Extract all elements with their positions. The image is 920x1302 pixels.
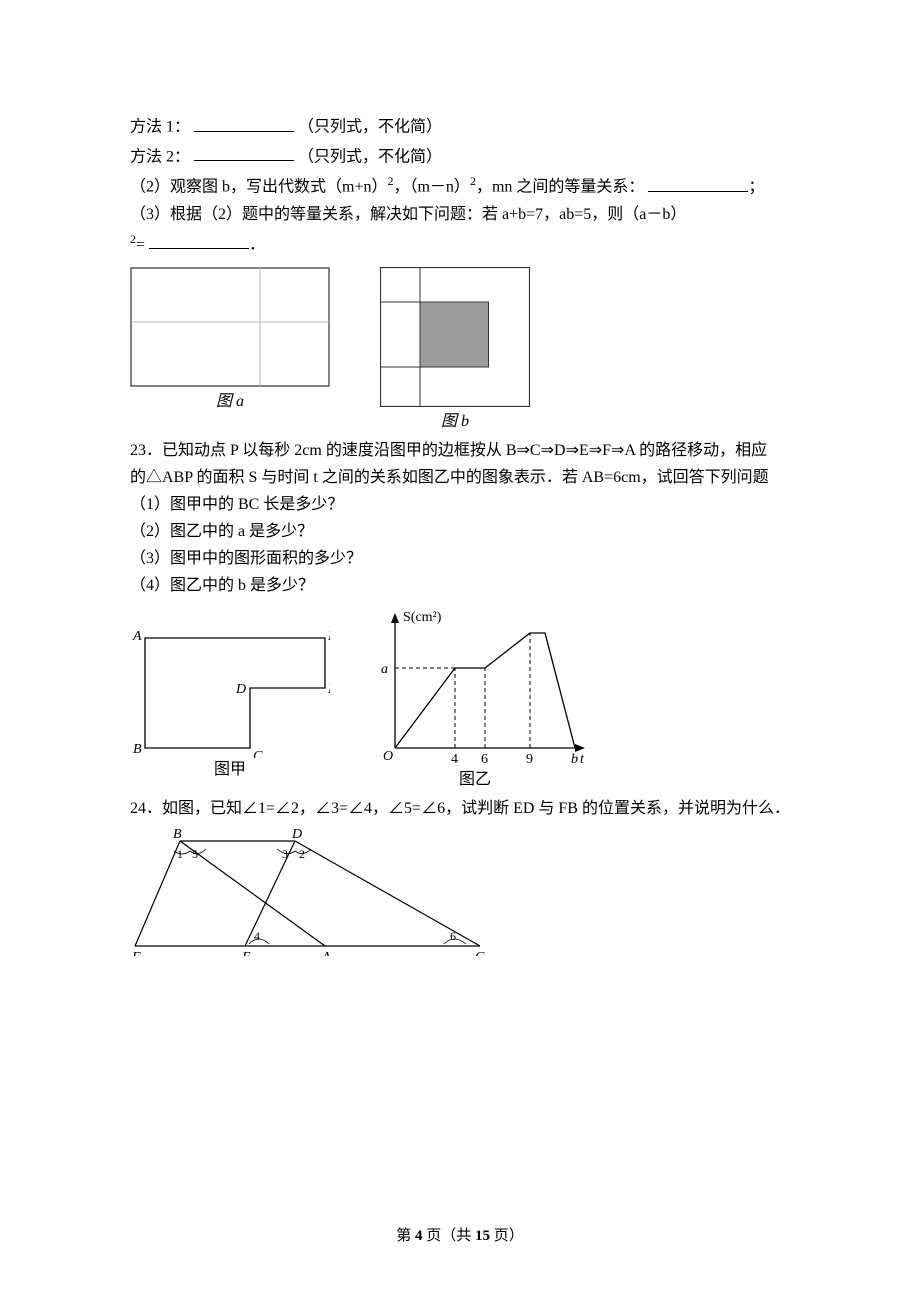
q22-part3-text: （3）根据（2）题中的等量关系，解决如下问题：若 a+b=7，ab=5，则（a－… <box>130 206 686 223</box>
fig-a-col: 图 a <box>130 267 330 434</box>
fig-a-svg <box>130 267 330 387</box>
q22-part2-a: （2）观察图 b，写出代数式（m+n） <box>130 179 387 196</box>
svg-text:D: D <box>235 682 246 697</box>
q22-method1-label: 方法 1： <box>130 119 190 136</box>
svg-text:B: B <box>173 827 182 842</box>
q22-part2-blank <box>648 173 748 192</box>
q22-method2-tail: （只列式，不化简） <box>298 148 442 165</box>
q22-part2-b: ，（m－n） <box>393 179 469 196</box>
svg-text:4: 4 <box>451 752 458 767</box>
q23-p1: （1）图甲中的 BC 长是多少？ <box>130 493 790 517</box>
svg-text:A: A <box>321 950 331 956</box>
fig-q24-svg: FEACBD153246 <box>130 826 490 956</box>
svg-text:b: b <box>571 752 578 767</box>
q22-part3-eq: = <box>136 236 145 253</box>
svg-text:A: A <box>132 629 142 644</box>
q23-p4: （4）图乙中的 b 是多少？ <box>130 574 790 598</box>
fig-jia-col: A F E D C B 图甲 <box>130 608 330 792</box>
q22-part2-c: ，mn 之间的等量关系： <box>476 179 644 196</box>
q22-part3-l2: 2= ． <box>130 230 790 257</box>
svg-text:3: 3 <box>282 847 288 861</box>
svg-text:6: 6 <box>450 929 456 943</box>
fig-b-svg <box>380 267 530 407</box>
q22-method1-tail: （只列式，不化简） <box>298 119 442 136</box>
q22-method2-label: 方法 2： <box>130 148 190 165</box>
footer-total: 15 <box>475 1228 490 1244</box>
q24-figure: FEACBD153246 <box>130 826 790 956</box>
q22-part3-tail: ． <box>249 236 265 253</box>
footer-mid: 页（共 <box>422 1228 475 1244</box>
fig-jia-svg: A F E D C B <box>130 608 330 758</box>
svg-text:S(cm²): S(cm²) <box>403 610 442 625</box>
svg-text:a: a <box>381 662 388 677</box>
q23-stem1: 23．已知动点 P 以每秒 2cm 的速度沿图甲的边框按从 B⇒C⇒D⇒E⇒F⇒… <box>130 439 790 463</box>
q22-method2-blank <box>194 143 294 162</box>
q22-part3-l1: （3）根据（2）题中的等量关系，解决如下问题：若 a+b=7，ab=5，则（a－… <box>130 203 790 227</box>
svg-text:9: 9 <box>526 752 533 767</box>
svg-text:E: E <box>327 682 330 697</box>
page-footer: 第 4 页（共 15 页） <box>0 1225 920 1248</box>
fig-yi-caption: 图乙 <box>459 768 491 792</box>
fig-yi-col: S(cm²) t Oa 4 6 9 b 图乙 <box>360 608 590 792</box>
q22-method1-blank <box>194 113 294 132</box>
fig-yi-svg: S(cm²) t Oa 4 6 9 b <box>360 608 590 768</box>
fig-b-col: 图 b <box>380 267 530 434</box>
q23-p3: （3）图甲中的图形面积的多少？ <box>130 547 790 571</box>
fig-jia-caption: 图甲 <box>214 758 246 782</box>
fig-b-caption: 图 b <box>441 410 469 434</box>
q23-p2: （2）图乙中的 a 是多少？ <box>130 520 790 544</box>
svg-text:F: F <box>131 950 141 956</box>
q22-figures: 图 a 图 b <box>130 267 790 434</box>
q22-method1: 方法 1： （只列式，不化简） <box>130 113 790 140</box>
footer-suffix: 页） <box>490 1228 524 1244</box>
svg-text:6: 6 <box>481 752 488 767</box>
svg-text:E: E <box>241 950 251 956</box>
q22-part2-end: ； <box>748 179 764 196</box>
q23-figures: A F E D C B 图甲 S(cm²) t Oa 4 6 9 b 图乙 <box>130 608 790 792</box>
svg-text:C: C <box>253 749 263 758</box>
q22-part2: （2）观察图 b，写出代数式（m+n）2，（m－n）2，mn 之间的等量关系： … <box>130 172 790 199</box>
svg-text:F: F <box>327 629 330 644</box>
footer-prefix: 第 <box>396 1228 415 1244</box>
fig-a-caption: 图 a <box>216 390 244 414</box>
q24-stem: 24．如图，已知∠1=∠2，∠3=∠4，∠5=∠6，试判断 ED 与 FB 的位… <box>130 797 790 821</box>
svg-text:O: O <box>383 749 393 764</box>
q22-method2: 方法 2： （只列式，不化简） <box>130 143 790 170</box>
svg-text:4: 4 <box>254 929 260 943</box>
svg-text:2: 2 <box>299 847 305 861</box>
svg-text:t: t <box>580 752 585 767</box>
svg-text:D: D <box>291 827 302 842</box>
page: 方法 1： （只列式，不化简） 方法 2： （只列式，不化简） （2）观察图 b… <box>0 0 920 1302</box>
svg-text:B: B <box>133 742 142 757</box>
q23-stem2: 的△ABP 的面积 S 与时间 t 之间的关系如图乙中的图象表示．若 AB=6c… <box>130 466 790 490</box>
svg-text:C: C <box>475 950 485 956</box>
svg-text:5: 5 <box>192 847 198 861</box>
q22-part3-blank <box>149 230 249 249</box>
